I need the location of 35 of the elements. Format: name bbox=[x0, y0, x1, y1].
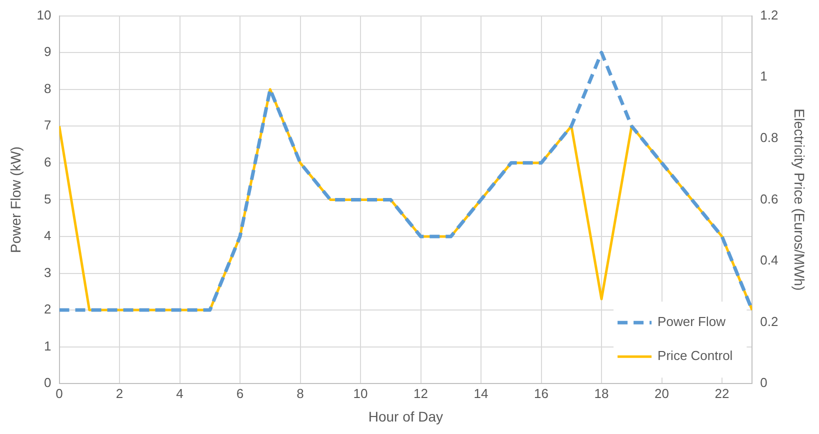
y-tick-label: 1 bbox=[44, 338, 52, 354]
y-tick-label: 2 bbox=[44, 302, 52, 317]
y-tick-label: 5 bbox=[44, 191, 52, 206]
x-tick-label: 0 bbox=[56, 386, 63, 401]
y2-tick-label: 0.2 bbox=[760, 314, 778, 329]
legend-label: Price Control bbox=[658, 348, 733, 364]
y-tick-label: 4 bbox=[44, 228, 52, 244]
x-axis-title: Hour of Day bbox=[368, 408, 444, 424]
y2-axis-title: Electricity Price (Euros/MWh) bbox=[792, 108, 808, 291]
y2-tick-label: 0 bbox=[760, 375, 768, 390]
y-tick-label: 7 bbox=[44, 118, 52, 133]
y2-tick-label: 0.6 bbox=[760, 191, 778, 206]
y-tick-label: 0 bbox=[44, 375, 52, 390]
x-tick-label: 16 bbox=[534, 386, 548, 401]
x-tick-label: 6 bbox=[236, 386, 244, 401]
y-tick-label: 3 bbox=[44, 264, 52, 280]
y-tick-label: 8 bbox=[44, 80, 52, 96]
y-tick-label: 9 bbox=[44, 44, 52, 60]
y2-tick-label: 0.8 bbox=[760, 130, 778, 145]
x-tick-label: 22 bbox=[714, 386, 730, 401]
y2-tick-label: 1 bbox=[760, 68, 768, 84]
x-tick-label: 14 bbox=[474, 386, 488, 401]
y2-tick-label: 0.4 bbox=[760, 252, 778, 268]
x-tick-label: 20 bbox=[654, 386, 669, 401]
x-tick-label: 4 bbox=[176, 386, 184, 401]
x-tick-label: 12 bbox=[414, 386, 428, 401]
y-axis-title: Power Flow (kW) bbox=[7, 146, 24, 253]
y2-tick-label: 1.2 bbox=[760, 7, 778, 22]
x-tick-label: 10 bbox=[353, 386, 368, 401]
y-tick-label: 10 bbox=[36, 7, 52, 22]
x-tick-label: 18 bbox=[594, 386, 609, 401]
y-tick-label: 6 bbox=[44, 154, 52, 170]
x-tick-label: 8 bbox=[296, 386, 304, 401]
x-tick-label: 2 bbox=[116, 386, 124, 401]
legend-label: Power Flow bbox=[658, 314, 726, 330]
